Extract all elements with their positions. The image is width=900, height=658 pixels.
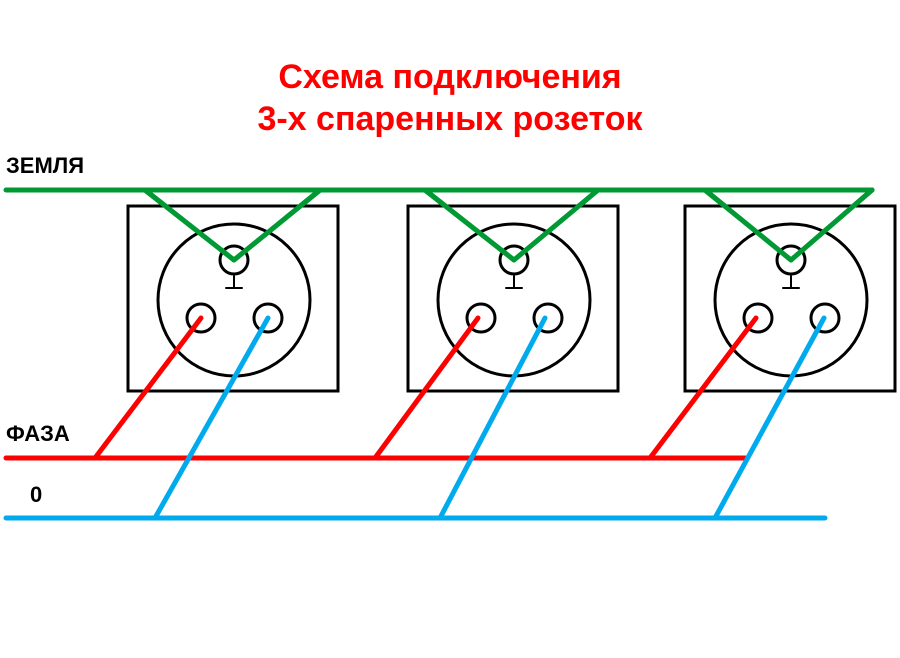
diagram-canvas: Схема подключения 3-х спаренных розеток … <box>0 0 900 658</box>
wiring-svg <box>0 0 900 658</box>
